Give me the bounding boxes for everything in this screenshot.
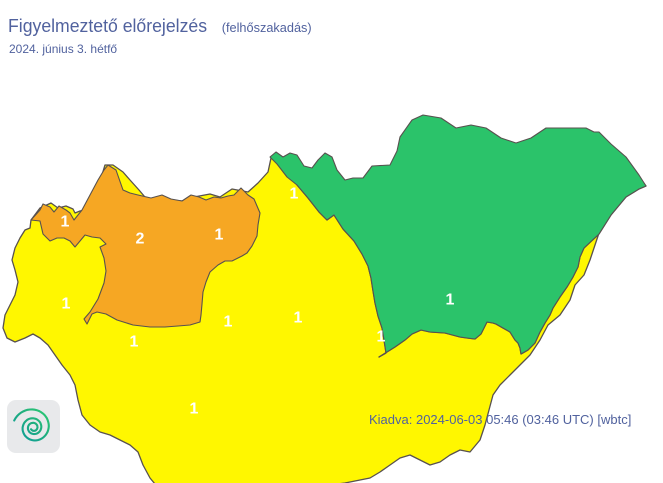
svg-text:1: 1: [446, 292, 455, 309]
svg-text:1: 1: [224, 314, 233, 331]
svg-text:1: 1: [215, 227, 224, 244]
svg-text:1: 1: [190, 401, 199, 418]
svg-text:2: 2: [136, 231, 145, 248]
svg-text:1: 1: [294, 310, 303, 327]
svg-text:1: 1: [130, 334, 139, 351]
svg-text:1: 1: [61, 214, 70, 231]
svg-text:1: 1: [377, 329, 386, 346]
svg-text:1: 1: [290, 186, 299, 203]
svg-text:2: 2: [185, 157, 194, 174]
svg-text:2: 2: [109, 143, 118, 160]
svg-text:1: 1: [62, 296, 71, 313]
